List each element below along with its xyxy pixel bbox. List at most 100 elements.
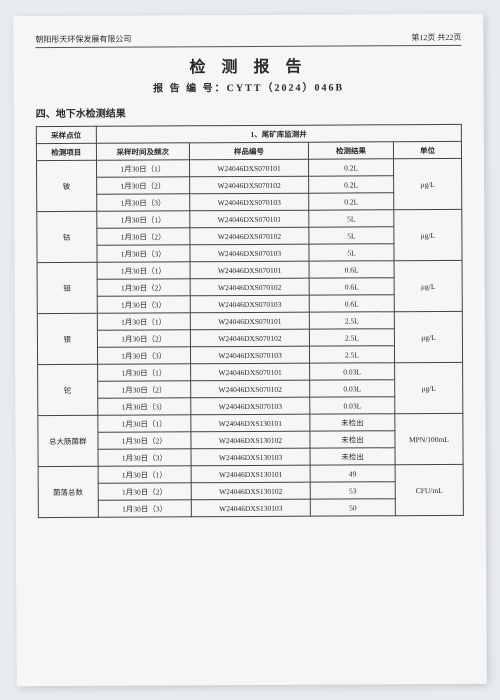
cell-code: W24046DXS070103 [191,397,310,415]
page-header: 朝阳彤天环保发展有限公司 第12页 共22页 [35,32,461,48]
cell-unit: μg/L [394,311,462,362]
cell-param: 钴 [37,211,97,262]
cell-param: 菌落总数 [38,466,98,517]
report-number-label: 报 告 编 号： [153,83,227,94]
cell-param: 总大肠菌群 [38,415,98,466]
cell-time: 1月30日（3） [97,296,191,313]
cell-time: 1月30日（2） [96,177,190,194]
cell-code: W24046DXS130103 [191,499,310,517]
cell-time: 1月30日（1） [97,313,191,330]
report-number: 报 告 编 号：CYTT（2024）046B [36,78,462,95]
col-result: 检测结果 [308,142,393,159]
cell-time: 1月30日（1） [97,415,191,432]
cell-result: 0.2L [309,159,394,176]
col-sampling-location-label: 采样点位 [36,126,96,143]
cell-time: 1月30日（1） [96,160,190,177]
cell-time: 1月30日（2） [97,381,191,398]
cell-result: 0.03L [310,363,395,380]
cell-code: W24046DXS070102 [190,329,309,347]
cell-time: 1月30日（1） [97,364,191,381]
col-unit: 单位 [393,141,461,158]
col-code: 样品编号 [189,142,308,160]
cell-time: 1月30日（3） [98,500,192,517]
cell-code: W24046DXS130101 [191,414,310,432]
cell-code: W24046DXS130103 [191,448,310,466]
cell-code: W24046DXS070101 [190,159,309,177]
cell-code: W24046DXS070101 [190,210,309,228]
cell-time: 1月30日（3） [98,449,192,466]
section-heading: 四、地下水检测结果 [36,103,462,120]
cell-time: 1月30日（3） [96,194,190,211]
table-row: 铊1月30日（1）W24046DXS0701010.03Lμg/L [38,362,463,381]
cell-unit: μg/L [395,362,463,413]
table-row: 铍1月30日（1）W24046DXS0701010.2Lμg/L [37,158,462,177]
cell-code: W24046DXS130102 [191,482,310,500]
cell-time: 1月30日（3） [96,245,190,262]
cell-result: 5L [309,227,394,244]
cell-result: 50 [310,499,395,516]
cell-unit: μg/L [394,158,462,209]
cell-code: W24046DXS130101 [191,465,310,483]
table-row: 银1月30日（1）W24046DXS0701012.5Lμg/L [37,311,462,330]
report-number-value: CYTT（2024）046B [227,83,345,95]
cell-time: 1月30日（2） [98,483,192,500]
cell-code: W24046DXS070102 [190,227,309,245]
cell-time: 1月30日（2） [97,279,191,296]
cell-unit: μg/L [394,260,462,311]
cell-time: 1月30日（2） [97,432,191,449]
table-header-row-1: 采样点位 1、尾矿库监测井 [36,124,461,143]
company-name: 朝阳彤天环保发展有限公司 [35,34,131,46]
cell-result: 5L [309,210,394,227]
cell-time: 1月30日（1） [98,466,192,483]
cell-result: 未检出 [310,431,395,448]
cell-time: 1月30日（3） [97,347,191,364]
cell-result: 0.03L [310,397,395,414]
table-row: 钴1月30日（1）W24046DXS0701015Lμg/L [37,209,462,228]
cell-code: W24046DXS070101 [190,312,309,330]
cell-param: 钼 [37,262,97,313]
cell-result: 未检出 [310,448,395,465]
cell-time: 1月30日（2） [96,228,190,245]
cell-code: W24046DXS070103 [190,295,309,313]
cell-unit: CFU/mL [395,464,463,515]
cell-code: W24046DXS070101 [190,261,309,279]
cell-code: W24046DXS130102 [191,431,310,449]
cell-param: 银 [37,313,97,364]
cell-result: 0.6L [309,295,394,312]
cell-code: W24046DXS070103 [190,193,309,211]
cell-code: W24046DXS070102 [190,278,309,296]
cell-result: 2.5L [309,346,394,363]
cell-result: 0.6L [309,261,394,278]
cell-code: W24046DXS070103 [190,244,309,262]
cell-time: 1月30日（2） [97,330,191,347]
cell-code: W24046DXS070102 [190,176,309,194]
cell-code: W24046DXS070102 [191,380,310,398]
table-row: 钼1月30日（1）W24046DXS0701010.6Lμg/L [37,260,462,279]
cell-unit: MPN/100mL [395,413,463,464]
table-row: 总大肠菌群1月30日（1）W24046DXS130101未检出MPN/100mL [38,413,463,432]
cell-time: 1月30日（1） [96,211,190,228]
col-time: 采样时间及频次 [96,143,190,160]
cell-result: 0.2L [309,193,394,210]
cell-param: 铊 [38,364,98,415]
report-page: 朝阳彤天环保发展有限公司 第12页 共22页 检 测 报 告 报 告 编 号：C… [13,14,487,686]
cell-result: 0.6L [309,278,394,295]
cell-code: W24046DXS070101 [191,363,310,381]
cell-code: W24046DXS070103 [190,346,309,364]
page-number: 第12页 共22页 [411,32,461,43]
cell-result: 0.2L [309,176,394,193]
cell-param: 铍 [37,160,97,211]
cell-result: 5L [309,244,394,261]
cell-time: 1月30日（1） [97,262,191,279]
cell-result: 0.03L [310,380,395,397]
results-table: 采样点位 1、尾矿库监测井 检测项目 采样时间及频次 样品编号 检测结果 单位 … [36,124,464,518]
cell-unit: μg/L [394,209,462,260]
cell-result: 53 [310,482,395,499]
sampling-location-value: 1、尾矿库监测井 [96,124,462,143]
cell-result: 2.5L [309,312,394,329]
cell-time: 1月30日（3） [97,398,191,415]
report-title: 检 测 报 告 [35,52,461,78]
cell-result: 2.5L [309,329,394,346]
cell-result: 未检出 [310,414,395,431]
col-param: 检测项目 [36,143,96,160]
